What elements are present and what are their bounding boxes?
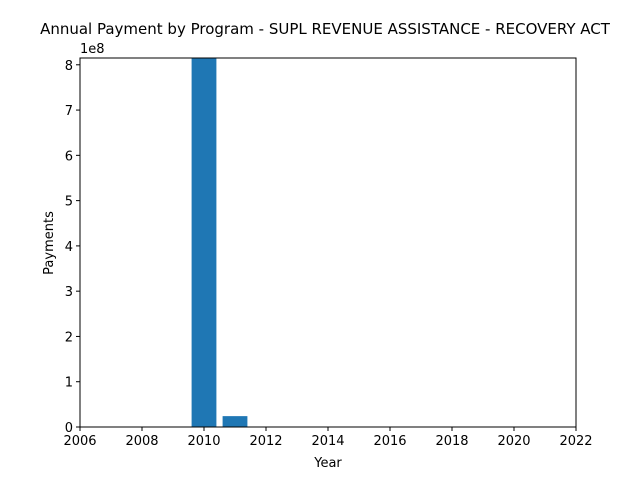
axes-layer: 2006 2008 2010 2012 2014 2016 2018 2020 2022 0 1 2 3…: [63, 57, 593, 449]
x-tick-label-2020: 2020: [497, 434, 530, 449]
bars-layer: [191, 58, 248, 427]
y-tick-label-5: 5: [65, 195, 73, 210]
x-tick-label-2012: 2012: [249, 434, 282, 449]
x-tick-label-2014: 2014: [311, 434, 344, 449]
x-tick-label-2010: 2010: [187, 434, 220, 449]
x-tick-label-2006: 2006: [63, 434, 96, 449]
y-tick-label-1: 1: [65, 376, 73, 391]
chart-title: Annual Payment by Program - SUPL REVENUE…: [40, 20, 611, 38]
y-tick-label-2: 2: [65, 330, 73, 345]
x-axis-label: Year: [313, 456, 342, 471]
plot-frame: [79, 57, 577, 428]
y-tick-label-4: 4: [65, 240, 73, 255]
bar-2011: [222, 416, 248, 427]
y-axis-offset-label: 1e8: [80, 42, 105, 57]
bar-2010: [191, 58, 217, 427]
y-axis-label: Payments: [42, 211, 57, 275]
x-tick-label-2018: 2018: [435, 434, 468, 449]
x-tick-label-2016: 2016: [373, 434, 406, 449]
y-tick-label-3: 3: [65, 285, 73, 300]
y-tick-label-7: 7: [65, 104, 73, 119]
y-tick-label-6: 6: [65, 149, 73, 164]
y-tick-label-8: 8: [65, 59, 73, 74]
x-tick-label-2008: 2008: [125, 434, 158, 449]
x-tick-label-2022: 2022: [559, 434, 592, 449]
y-tick-label-0: 0: [65, 421, 73, 436]
